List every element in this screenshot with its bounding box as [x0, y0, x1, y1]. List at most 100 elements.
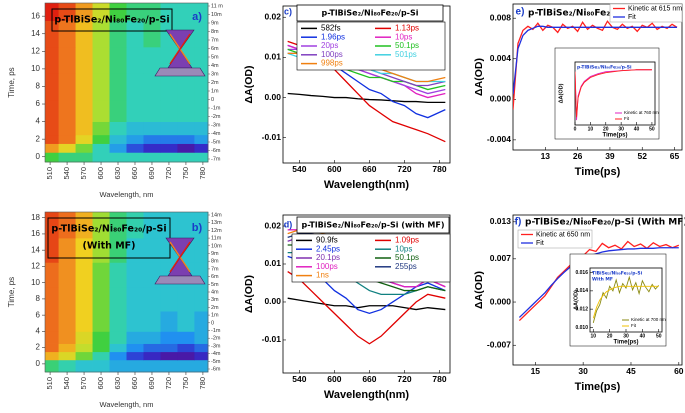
colorbar-label: -7m [211, 156, 221, 162]
y-tick-label: 0.00 [264, 296, 281, 306]
y-axis-label: Time, ps [7, 277, 16, 307]
x-tick-label: 26 [573, 151, 583, 161]
heat-cell [58, 121, 76, 136]
heat-cell [45, 237, 59, 263]
heat-cell [143, 351, 161, 361]
heat-cell [160, 134, 178, 144]
legend-box [609, 3, 683, 23]
heat-cell [45, 20, 59, 48]
colorbar-label: -1m [211, 105, 221, 111]
legend-label: Fit [536, 240, 544, 247]
heat-cell [143, 99, 161, 122]
heat-cell [58, 286, 76, 312]
heat-cell [92, 262, 110, 288]
heat-cell [194, 331, 209, 344]
x-tick-label: 65 [670, 151, 680, 161]
colorbar-label: 4m [211, 63, 219, 69]
heat-cell [109, 311, 127, 332]
x-tick-label: 720 [397, 374, 411, 384]
y-tick-label: 10 [31, 64, 40, 73]
legend-label: Fit [628, 14, 636, 21]
cone-icon [154, 237, 206, 285]
inset-y-label: ΔA(OD) [573, 290, 579, 310]
title: p-TlBiSe₂/Ni₈₀Fe₂₀/p-Si (with MF) [302, 221, 445, 230]
heat-cell [143, 134, 161, 144]
x-axis-label: Time(ps) [575, 381, 621, 393]
heat-cell [75, 3, 93, 21]
heat-cell [75, 20, 93, 48]
heat-cell [109, 121, 127, 136]
colorbar-label: 11 m [211, 3, 223, 9]
heat-cell [160, 343, 178, 353]
inset-legend-label: Fit [631, 323, 637, 328]
heat-cell [143, 3, 161, 21]
colorbar-label: 5m [211, 54, 219, 60]
y-tick-label: -0.007 [487, 339, 511, 349]
heat-cell [45, 359, 59, 373]
legend-label: 100ps [321, 50, 343, 59]
y-axis-label: ΔA(OD) [243, 66, 255, 104]
y-tick-label: 12 [31, 46, 40, 55]
y-tick-label: 0.012 [575, 306, 588, 312]
heat-cell [126, 311, 144, 332]
series-group [575, 69, 652, 121]
heat-cell [160, 286, 178, 312]
legend-label: 90.9fs [316, 236, 338, 245]
heat-cell [126, 20, 144, 48]
heat-cell [45, 286, 59, 312]
colorbar-label: -6m [211, 148, 221, 154]
heat-cell [109, 134, 127, 144]
y-tick-label: 0.01 [264, 52, 281, 62]
x-tick-label: 720 [164, 167, 173, 180]
heat-cell [92, 152, 110, 163]
heat-cell [92, 3, 110, 21]
heat-cell [143, 152, 161, 163]
y-tick-label: 0.000 [490, 94, 512, 104]
legend-label: 1.96ps [321, 32, 345, 41]
y-tick-label: 6 [36, 99, 41, 108]
subtitle: (With MF) [83, 241, 136, 252]
colorbar-label: 3m [211, 71, 219, 77]
colorbar-label: 7m [211, 266, 219, 272]
heat-cell [109, 46, 127, 74]
heat-cell [58, 331, 76, 344]
heat-cell [58, 343, 76, 353]
heat-cell [143, 237, 161, 263]
heat-cell [177, 121, 195, 136]
x-tick-label: 600 [327, 164, 341, 174]
heat-cell [92, 359, 110, 373]
cone-icon [154, 29, 206, 77]
heat-cell [143, 212, 161, 239]
heat-cell [143, 73, 161, 101]
heat-cell [45, 143, 59, 153]
colorbar-label: -5m [211, 359, 221, 365]
colorbar-label: 0 [211, 97, 214, 103]
x-tick-label: 600 [96, 377, 105, 390]
x-tick-label: 660 [362, 374, 376, 384]
x-axis-label: Time(ps) [575, 166, 621, 178]
heat-cell [194, 237, 209, 263]
x-tick-label: 10 [590, 333, 596, 339]
x-tick-label: 780 [198, 167, 207, 180]
heat-cell [92, 121, 110, 136]
heat-cell [177, 134, 195, 144]
x-tick-label: 40 [634, 126, 640, 132]
heat-cell [45, 311, 59, 332]
heat-cell [75, 99, 93, 122]
heat-cell [160, 99, 178, 122]
x-tick-label: 780 [432, 374, 446, 384]
series-line [518, 247, 679, 318]
series-line [592, 285, 659, 319]
colorbar-label: 13m [211, 220, 222, 226]
plot-frame [589, 267, 663, 333]
heat-cell [160, 359, 178, 373]
x-tick-label: 540 [292, 164, 306, 174]
heat-cell [126, 73, 144, 101]
x-tick-label: 540 [62, 167, 71, 180]
heat-cell [194, 99, 209, 122]
x-axis-label: Wavelength(nm) [324, 179, 409, 191]
heat-cell [58, 46, 76, 74]
x-tick-label: 0 [574, 126, 577, 132]
x-tick-label: 50 [656, 333, 662, 339]
